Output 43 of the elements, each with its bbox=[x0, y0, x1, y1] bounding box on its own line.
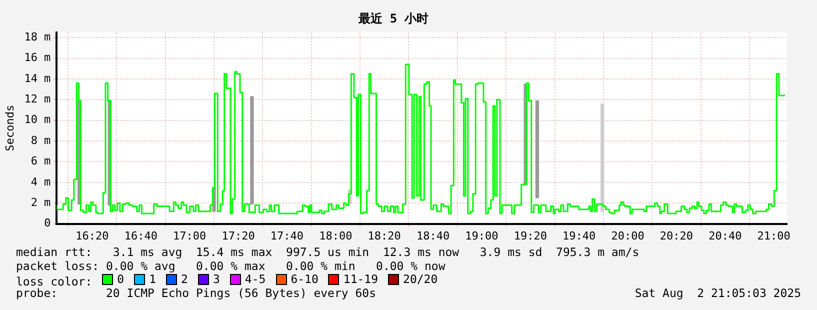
text: probe: 20 ICMP Echo Pings (56 Bytes) every 60s bbox=[16, 286, 376, 300]
bar bbox=[535, 100, 540, 198]
bar bbox=[600, 103, 604, 212]
y-tick-label: 16 m bbox=[24, 51, 52, 64]
x-tick-label: 17:20 bbox=[222, 229, 255, 242]
x-tick-label: 18:00 bbox=[319, 229, 352, 242]
text: median rtt: 3.1 ms avg 15.4 ms max 997.5 us min 12.3 ms now 3.9 ms sd 795.3 m am/s bbox=[16, 245, 640, 260]
legend-label: 3 bbox=[212, 272, 220, 286]
x-tick-label: 17:40 bbox=[270, 229, 304, 242]
y-tick-label: 4 m bbox=[30, 175, 52, 188]
legend-label: 6-10 bbox=[290, 272, 318, 286]
y-tick-label: 8 m bbox=[30, 134, 52, 147]
x-tick-label: 20:00 bbox=[611, 229, 644, 242]
y-tick-label: 0 bbox=[44, 216, 51, 230]
x-tick-label: 18:20 bbox=[368, 229, 401, 242]
legend-label: 11-19 bbox=[343, 272, 378, 286]
y-tick-label: 10 m bbox=[24, 113, 52, 126]
legend-label: 0 bbox=[117, 272, 124, 286]
x-tick-label: 20:40 bbox=[708, 229, 742, 242]
x-tick-label: 19:20 bbox=[514, 229, 547, 242]
x-tick-label: 16:40 bbox=[124, 229, 158, 242]
y-tick-label: 14 m bbox=[24, 72, 52, 85]
x-tick-label: 17:00 bbox=[173, 229, 206, 242]
legend-label: 20/20 bbox=[403, 272, 438, 286]
legend-label: 4-5 bbox=[244, 272, 266, 286]
y-tick-label: 6 m bbox=[30, 154, 52, 168]
y-tick-label: 2 m bbox=[30, 196, 52, 209]
bar bbox=[250, 96, 254, 204]
chart-title: 最近 5 小时 bbox=[358, 11, 428, 26]
x-tick-label: 16:20 bbox=[76, 229, 109, 242]
legend-label: 2 bbox=[181, 272, 188, 286]
x-tick-label: 19:40 bbox=[562, 229, 596, 242]
text: packet loss: 0.00 % avg 0.00 % max 0.00 % min 0.00 % now bbox=[16, 258, 446, 273]
x-tick-label: 18:40 bbox=[416, 229, 450, 242]
x-tick-label: 20:20 bbox=[660, 229, 694, 242]
legend-title: loss color: bbox=[16, 274, 92, 288]
x-tick-label: 21:00 bbox=[757, 229, 790, 242]
x-tick-label: 19:00 bbox=[465, 229, 498, 242]
text: Sat Aug 2 21:05:03 2025 bbox=[634, 286, 801, 300]
y-tick-label: 12 m bbox=[24, 92, 52, 106]
y-axis-title: Seconds bbox=[3, 104, 16, 152]
y-tick-label: 18 m bbox=[24, 30, 52, 44]
legend-label: 1 bbox=[149, 272, 156, 286]
